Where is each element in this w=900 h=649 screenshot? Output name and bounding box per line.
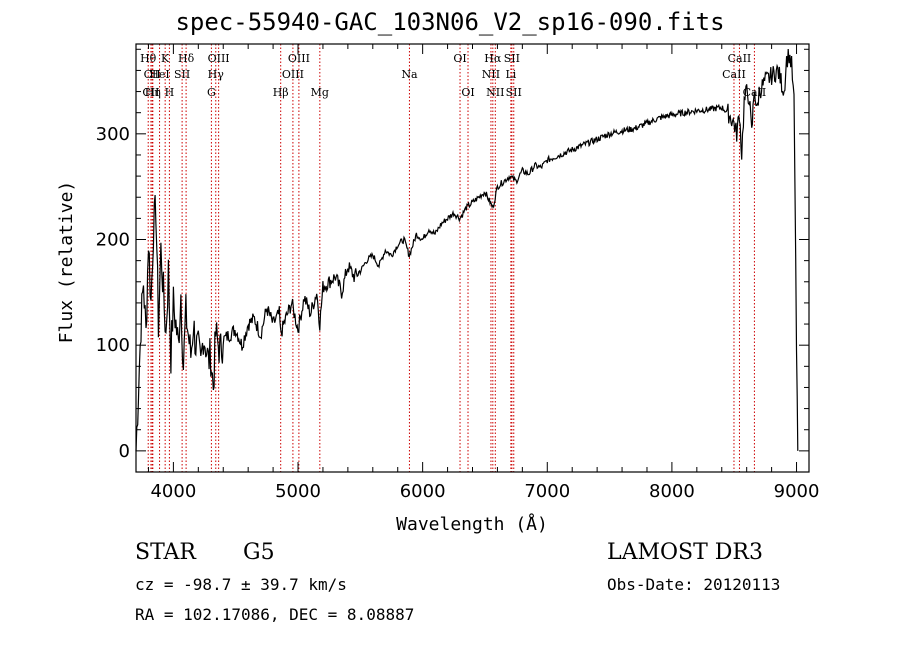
- x-tick-label-5: 9000: [774, 481, 820, 502]
- plot-frame: [135, 43, 810, 473]
- line-markers: [147, 44, 755, 472]
- line-label-15: NII: [482, 68, 500, 81]
- line-label-21: G: [207, 86, 216, 99]
- line-label-20: H: [165, 86, 175, 99]
- line-label-10: HeI: [149, 68, 169, 81]
- x-axis-label: Wavelength (Å): [396, 513, 548, 535]
- redshift-cz: cz = -98.7 ± 39.7 km/s: [135, 575, 347, 594]
- y-tick-label-3: 300: [96, 124, 130, 145]
- line-label-16: Li: [505, 68, 516, 81]
- object-type: STAR: [135, 540, 196, 565]
- y-axis-label: Flux (relative): [56, 181, 77, 344]
- chart-title: spec-55940-GAC_103N06_V2_sp16-090.fits: [175, 8, 725, 36]
- y-tick-label-0: 0: [119, 441, 130, 462]
- y-axis: 0 100 200 300: [96, 48, 809, 462]
- line-label-6: Hα: [484, 52, 502, 65]
- line-label-13: OIII: [282, 68, 304, 81]
- y-tick-label-1: 100: [96, 335, 130, 356]
- line-label-25: NII: [486, 86, 504, 99]
- object-subclass: G5: [243, 540, 275, 565]
- x-tick-label-0: 4000: [150, 481, 196, 502]
- x-tick-label-4: 8000: [649, 481, 695, 502]
- line-label-11: SII: [174, 68, 190, 81]
- obs-date: Obs-Date: 20120113: [607, 575, 781, 594]
- line-label-4: OIII: [288, 52, 310, 65]
- x-axis: 4000 5000 6000 7000 8000 9000: [147, 44, 820, 502]
- line-label-26: SII: [506, 86, 522, 99]
- line-label-9: CII: [144, 68, 161, 81]
- line-label-22: Hβ: [273, 86, 289, 99]
- line-label-3: OIII: [208, 52, 230, 65]
- line-label-19: Hη: [145, 86, 161, 99]
- x-tick-label-3: 7000: [524, 481, 570, 502]
- line-label-27: CaII: [743, 86, 767, 99]
- x-tick-label-1: 5000: [275, 481, 321, 502]
- line-label-5: OI: [453, 52, 466, 65]
- ra-dec: RA = 102.17086, DEC = 8.08887: [135, 605, 415, 624]
- line-label-17: CaII: [722, 68, 746, 81]
- line-label-2: Hδ: [178, 52, 195, 65]
- line-label-0: Hθ: [140, 52, 157, 65]
- line-label-7: SII: [504, 52, 520, 65]
- line-label-12: Hγ: [208, 68, 225, 81]
- line-label-14: Na: [401, 68, 418, 81]
- line-label-24: OI: [461, 86, 474, 99]
- survey-name: LAMOST DR3: [607, 540, 763, 565]
- x-tick-label-2: 6000: [400, 481, 446, 502]
- spectrum-line: [135, 48, 799, 452]
- line-label-1: K: [161, 52, 170, 65]
- line-label-18: CII: [142, 86, 159, 99]
- line-label-23: Mg: [311, 86, 329, 99]
- line-label-8: CaII: [728, 52, 752, 65]
- y-tick-label-2: 200: [96, 230, 130, 251]
